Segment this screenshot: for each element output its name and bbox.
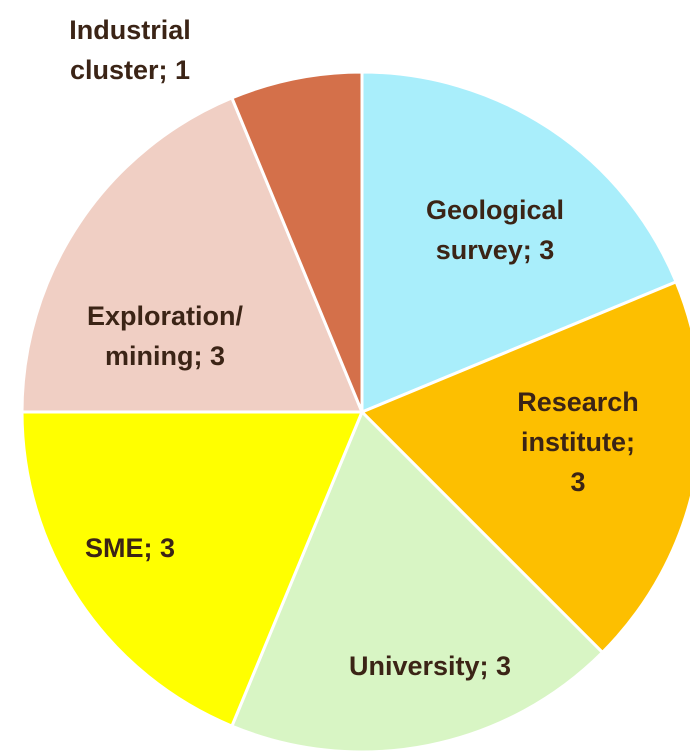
pie-slice — [359, 279, 690, 655]
data-label: Geological survey; 3 — [425, 195, 565, 265]
pie-slice — [20, 95, 365, 414]
data-label: Research institute; 3 — [517, 387, 639, 497]
data-label: University; 3 — [348, 651, 512, 681]
data-label: SME; 3 — [84, 533, 176, 563]
pie-slice — [20, 410, 365, 729]
pie-slice — [360, 70, 679, 415]
pie-slice — [229, 409, 605, 751]
pie-slice — [229, 70, 364, 413]
data-label: Exploration/ mining; 3 — [86, 301, 244, 371]
data-label: Industrial cluster; 1 — [69, 15, 191, 85]
